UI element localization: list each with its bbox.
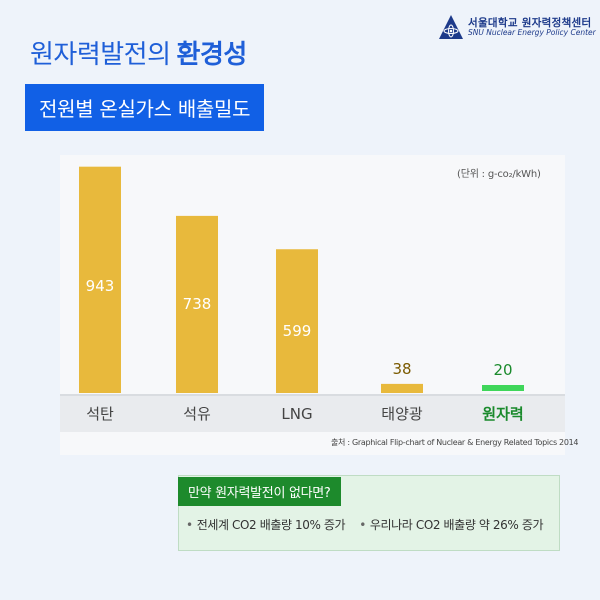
bar-0 (79, 166, 121, 393)
unit-label: (단위 : g-co₂/kWh) (457, 169, 541, 180)
category-label-4: 원자력 (482, 405, 523, 423)
bar-4 (482, 385, 524, 391)
category-axis-band (60, 396, 565, 432)
heading-prefix: 원자력발전의 (30, 40, 171, 70)
callout-item: • 전세계 CO2 배출량 10% 증가 (186, 516, 346, 533)
category-label-3: 태양광 (381, 405, 423, 423)
source-note: 출처 : Graphical Flip-chart of Nuclear & E… (331, 438, 579, 447)
callout-title: 만약 원자력발전이 없다면? (178, 477, 341, 506)
bar-1 (176, 215, 218, 393)
data-label-1: 738 (183, 295, 212, 313)
logo-subtitle: SNU Nuclear Energy Policy Center (468, 27, 596, 37)
logo-name: 서울대학교 원자력정책센터 (468, 16, 592, 29)
category-label-1: 석유 (183, 405, 211, 423)
heading-emphasis: 환경성 (176, 40, 248, 70)
callout-item-text: 전세계 CO2 배출량 10% 증가 (196, 518, 346, 532)
bullet-icon: • (359, 518, 366, 532)
logo: 서울대학교 원자력정책센터 SNU Nuclear Energy Policy … (438, 14, 596, 40)
atom-emblem-icon (439, 15, 463, 39)
category-label-0: 석탄 (86, 405, 114, 423)
chart-title-banner: 전원별 온실가스 배출밀도 (25, 84, 265, 131)
bar-2 (276, 249, 318, 393)
data-label-2: 599 (283, 322, 312, 340)
callout-list: • 전세계 CO2 배출량 10% 증가 • 우리나라 CO2 배출량 약 26% … (186, 516, 544, 533)
callout-item: • 우리나라 CO2 배출량 약 26% 증가 (359, 516, 543, 533)
data-label-3: 38 (392, 360, 411, 378)
page-heading: 원자력발전의 환경성 (30, 34, 247, 71)
data-label-0: 943 (86, 277, 115, 295)
bullet-icon: • (186, 518, 193, 532)
data-label-4: 20 (493, 361, 512, 379)
category-label-2: LNG (281, 405, 312, 423)
callout-item-text: 우리나라 CO2 배출량 약 26% 증가 (369, 518, 544, 532)
bar-3 (381, 383, 423, 393)
